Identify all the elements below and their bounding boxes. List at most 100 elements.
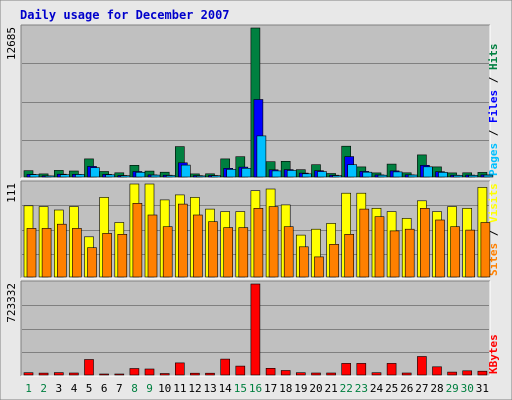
- bar-kbytes-day-31: [477, 370, 488, 376]
- bar-pages-day-11: [181, 164, 191, 178]
- panel-kbytes: 723332 KBytes: [5, 280, 500, 377]
- legend-visits: Sites / Visits: [487, 183, 500, 276]
- x-label-day-29: 29: [446, 382, 459, 395]
- x-label-day-14: 14: [219, 382, 233, 395]
- bar-sites-day-2: [41, 228, 52, 278]
- bar-pages-day-30: [468, 175, 479, 178]
- bar-pages-day-24: [377, 174, 388, 178]
- bar-pages-day-8: [135, 172, 146, 178]
- bar-sites-day-24: [374, 216, 385, 278]
- x-label-day-24: 24: [370, 382, 384, 395]
- bar-pages-day-29: [453, 175, 463, 178]
- bar-kbytes-day-1: [23, 372, 34, 376]
- legend-hits: Pages / Files / Hits: [487, 44, 500, 177]
- x-label-day-18: 18: [279, 382, 292, 395]
- bar-sites-day-29: [450, 226, 460, 278]
- bar-sites-day-18: [283, 226, 294, 278]
- x-label-day-30: 30: [461, 382, 474, 395]
- x-label-day-6: 6: [101, 382, 108, 395]
- bar-sites-day-11: [178, 203, 188, 278]
- x-label-day-4: 4: [71, 382, 78, 395]
- chart-title: Daily usage for December 2007: [20, 8, 230, 22]
- bar-sites-day-1: [26, 228, 37, 278]
- bar-sites-day-17: [268, 206, 279, 278]
- x-label-day-7: 7: [116, 382, 123, 395]
- bar-sites-day-25: [389, 230, 400, 278]
- bar-kbytes-day-26: [401, 372, 412, 376]
- bar-kbytes-day-10: [159, 373, 170, 376]
- bar-sites-day-16: [253, 208, 264, 278]
- x-label-day-9: 9: [146, 382, 153, 395]
- x-label-day-12: 12: [188, 382, 201, 395]
- bar-kbytes-day-14: [220, 358, 230, 376]
- x-label-day-11: 11: [173, 382, 186, 395]
- bar-sites-day-26: [404, 228, 415, 278]
- legend-part: Pages: [487, 143, 500, 176]
- legend-part: Sites: [487, 243, 500, 276]
- bar-kbytes-day-23: [356, 363, 367, 376]
- bar-pages-day-13: [211, 175, 221, 178]
- bar-sites-day-14: [223, 227, 233, 278]
- x-label-day-3: 3: [55, 382, 62, 395]
- legend-part: Visits: [487, 183, 500, 223]
- x-label-day-13: 13: [203, 382, 216, 395]
- bar-sites-day-30: [465, 229, 476, 278]
- bar-kbytes-day-11: [175, 362, 185, 376]
- bar-kbytes-day-3: [53, 372, 64, 376]
- x-label-day-27: 27: [415, 382, 428, 395]
- legend-part: /: [487, 70, 500, 90]
- bar-pages-day-23: [362, 171, 373, 178]
- bar-pages-day-21: [332, 175, 342, 178]
- bar-kbytes-day-12: [190, 372, 200, 376]
- bar-kbytes-day-19: [295, 372, 306, 376]
- bar-pages-day-10: [165, 175, 176, 178]
- bar-pages-day-31: [483, 174, 494, 178]
- bar-sites-day-27: [420, 208, 430, 278]
- x-label-day-19: 19: [294, 382, 307, 395]
- bar-pages-day-1: [29, 174, 40, 178]
- bar-sites-day-6: [102, 233, 112, 278]
- x-label-day-1: 1: [25, 382, 32, 395]
- bar-pages-day-15: [241, 168, 252, 178]
- x-label-day-28: 28: [430, 382, 443, 395]
- x-axis-day-labels: 1 2 3 4 5 6 7 8 9 10 11 12 13 14 15 16 17 18 19 20 21 22 23 24 2…: [25, 382, 489, 395]
- legend-part: Files: [487, 90, 500, 123]
- bar-pages-day-6: [105, 174, 115, 178]
- bar-pages-day-18: [286, 170, 297, 178]
- bar-kbytes-day-4: [69, 372, 79, 376]
- bar-pages-day-16: [256, 135, 267, 178]
- bar-kbytes-day-6: [99, 373, 109, 376]
- bar-pages-day-2: [44, 175, 55, 178]
- x-label-day-20: 20: [309, 382, 322, 395]
- bar-kbytes-day-15: [235, 365, 246, 376]
- x-label-day-25: 25: [385, 382, 398, 395]
- bar-sites-day-23: [359, 208, 370, 278]
- bar-kbytes-day-2: [38, 372, 49, 376]
- y-max-label-kbytes: 723332: [5, 283, 18, 323]
- legend-part: /: [487, 223, 500, 243]
- y-max-label-visits: 111: [5, 183, 18, 203]
- bar-kbytes-day-21: [326, 372, 336, 376]
- bar-kbytes-day-18: [280, 370, 291, 376]
- bar-pages-day-22: [347, 164, 358, 178]
- x-label-day-31: 31: [476, 382, 489, 395]
- bar-pages-day-28: [438, 172, 448, 178]
- x-label-day-8: 8: [131, 382, 138, 395]
- bar-kbytes-day-25: [386, 363, 397, 376]
- bar-pages-day-19: [301, 173, 312, 178]
- bar-sites-day-21: [329, 244, 339, 278]
- bar-sites-day-28: [435, 219, 445, 278]
- legend-part: KBytes: [487, 334, 500, 374]
- bar-sites-day-9: [147, 214, 158, 278]
- bar-sites-day-12: [193, 214, 203, 278]
- x-label-day-22: 22: [340, 382, 353, 395]
- bar-sites-day-7: [117, 234, 128, 278]
- bar-pages-day-5: [90, 167, 100, 178]
- bar-pages-day-7: [120, 175, 131, 178]
- bar-kbytes-day-9: [144, 368, 155, 376]
- bar-sites-day-15: [238, 227, 249, 278]
- bar-kbytes-day-24: [371, 372, 382, 376]
- bar-sites-day-20: [314, 256, 324, 278]
- bar-kbytes-day-27: [417, 356, 427, 376]
